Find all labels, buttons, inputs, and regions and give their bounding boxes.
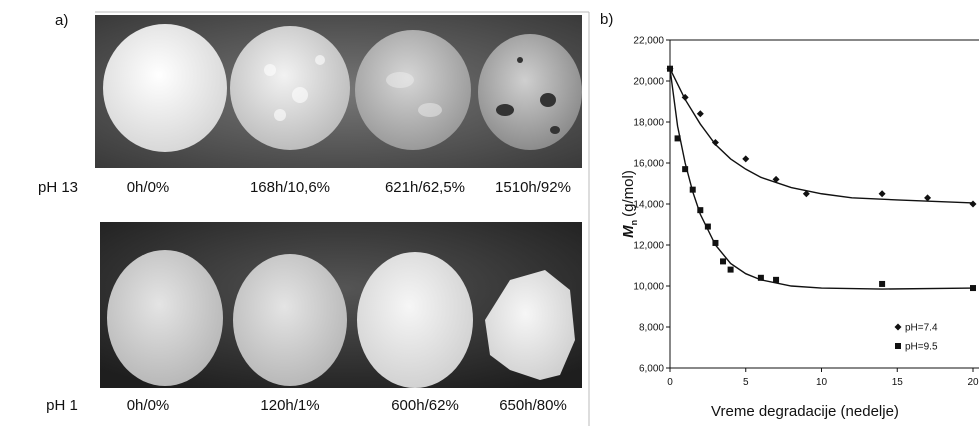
- sample-caption: 650h/80%: [499, 397, 567, 414]
- ph-label: pH 1: [46, 397, 78, 414]
- photo-ph1: [100, 222, 582, 388]
- point: [924, 194, 931, 201]
- sample-caption: 0h/0%: [127, 179, 170, 196]
- x-tick-label: 5: [743, 377, 749, 388]
- point: [712, 240, 718, 246]
- photo-ph13: [95, 15, 582, 168]
- point: [773, 277, 779, 283]
- point: [728, 267, 734, 273]
- point: [667, 66, 673, 72]
- point: [720, 258, 726, 264]
- panel-label: a): [55, 12, 68, 29]
- x-tick-label: 10: [816, 377, 828, 388]
- sample-caption: 600h/62%: [391, 397, 459, 414]
- point: [675, 135, 681, 141]
- y-axis-symbol: M: [620, 225, 637, 238]
- legend-marker: [895, 324, 902, 331]
- point: [682, 166, 688, 172]
- sample-caption: 168h/10,6%: [250, 179, 330, 196]
- y-tick-label: 8,000: [639, 323, 664, 334]
- y-axis-unit: (g/mol): [620, 170, 637, 217]
- x-axis-label: Vreme degradacije (nedelje): [711, 403, 899, 420]
- plot-frame: [670, 40, 979, 368]
- sample-caption: 0h/0%: [127, 397, 170, 414]
- y-axis-label: Mn (g/mol): [620, 170, 639, 238]
- point: [697, 207, 703, 213]
- point: [705, 224, 711, 230]
- legend-label: pH=9.5: [905, 342, 938, 353]
- point: [970, 285, 976, 291]
- fit-curve: [670, 69, 973, 289]
- point: [970, 201, 977, 208]
- panel-label: b): [600, 11, 613, 28]
- y-tick-label: 10,000: [633, 282, 664, 293]
- point: [758, 275, 764, 281]
- fit-curve: [670, 69, 973, 203]
- point: [879, 281, 885, 287]
- x-tick-label: 20: [967, 377, 979, 388]
- y-tick-label: 16,000: [633, 159, 664, 170]
- y-tick-label: 14,000: [633, 200, 664, 211]
- point: [742, 155, 749, 162]
- point: [712, 139, 719, 146]
- sample-caption: 120h/1%: [260, 397, 319, 414]
- y-tick-label: 12,000: [633, 241, 664, 252]
- sample-caption: 621h/62,5%: [385, 179, 465, 196]
- x-tick-label: 15: [892, 377, 904, 388]
- figure: a) pH 13 0h/0% 168h/10,6% 621h/62,5% 1510h/9…: [0, 0, 979, 426]
- y-tick-label: 22,000: [633, 36, 664, 47]
- x-tick-label: 0: [667, 377, 673, 388]
- ph-label: pH 13: [38, 179, 78, 196]
- point: [697, 110, 704, 117]
- y-axis-subscript: n: [629, 220, 639, 226]
- y-tick-label: 20,000: [633, 77, 664, 88]
- y-tick-label: 18,000: [633, 118, 664, 129]
- y-tick-label: 6,000: [639, 364, 664, 375]
- point: [690, 187, 696, 193]
- sample-caption: 1510h/92%: [495, 179, 571, 196]
- legend-label: pH=7.4: [905, 323, 938, 334]
- legend-marker: [895, 343, 901, 349]
- point: [879, 190, 886, 197]
